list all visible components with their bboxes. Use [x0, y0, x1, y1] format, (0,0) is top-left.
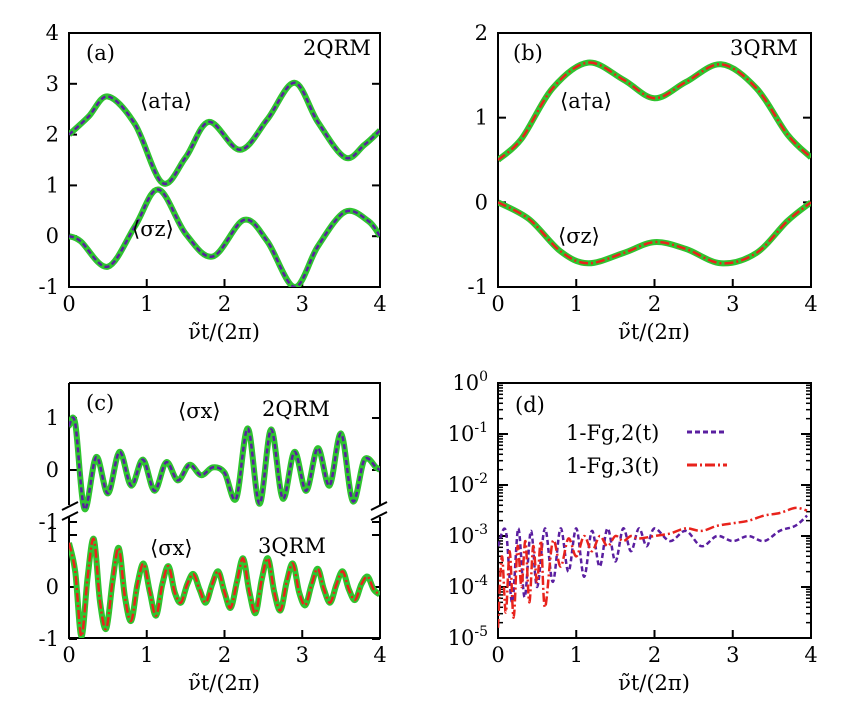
- panel-b-series-3: [498, 201, 811, 265]
- panel-b-ytick-label: -1: [468, 275, 488, 299]
- panel-b-xtick-label: 1: [570, 292, 583, 316]
- panel-c-upper-ytick-label: 1: [46, 406, 59, 430]
- panel-b-ytick-label: 0: [475, 190, 488, 214]
- panel-a-ytick-label: -1: [39, 275, 59, 299]
- panel-b-annotation-sz: ⟨σz⟩: [558, 224, 600, 248]
- panel-c-xtick-label: 2: [218, 643, 231, 667]
- panel-c-xtick-label: 0: [62, 643, 75, 667]
- panel-b-xtick-label: 3: [726, 292, 739, 316]
- axis-break-right-1: [370, 501, 388, 511]
- legend-entry-fg2: 1-Fg,2(t): [566, 421, 659, 445]
- panel-a-ytick-label: 3: [46, 72, 59, 96]
- panel-d-label: (d): [515, 393, 545, 417]
- panel-d-ytick-label: 10-5: [448, 624, 488, 650]
- panel-b-xlabel: ν̃t/(2π): [618, 320, 690, 344]
- panel-d-xlabel: ν̃t/(2π): [618, 671, 690, 695]
- panel-b-system-label: 3QRM: [730, 36, 798, 60]
- panel-c-lower-series-1: [69, 537, 380, 638]
- legend-entry-fg3: 1-Fg,3(t): [566, 454, 659, 478]
- panel-b-xtick-label: 4: [804, 292, 817, 316]
- panel-c-upper-system-label: 2QRM: [262, 397, 330, 421]
- panel-b-xtick-label: 0: [491, 292, 504, 316]
- panel-b-series-2: [498, 199, 811, 267]
- panel-d-xtick-label: 4: [804, 643, 817, 667]
- panel-d-ytick-label: 10-1: [448, 420, 488, 446]
- panel-c-lower-annotation: ⟨σx⟩: [150, 536, 193, 560]
- panel-d-ytick-label: 10-4: [448, 573, 488, 599]
- panel-d-ytick-label: 100: [452, 369, 488, 395]
- panel-c-label: (c): [86, 391, 114, 415]
- panel-a-annotation-sz: ⟨σz⟩: [132, 217, 174, 241]
- panel-a-series-1: [69, 81, 380, 186]
- panel-a-annotation-ada: ⟨a†a⟩: [140, 89, 192, 113]
- panel-a-xtick-label: 4: [373, 292, 386, 316]
- panel-a-ytick-label: 2: [46, 123, 59, 147]
- panel-a-series-0: [69, 79, 380, 187]
- panel-d-series-0: [498, 514, 808, 604]
- panel-c-upper-ytick-label: -1: [39, 510, 59, 534]
- panel-a-ytick-label: 1: [46, 173, 59, 197]
- panel-c-xtick-label: 1: [140, 643, 153, 667]
- axis-break-left-1: [61, 501, 79, 511]
- panel-c-xtick-label: 3: [296, 643, 309, 667]
- panel-c-lower-system-label: 3QRM: [258, 534, 326, 558]
- panel-d-xtick-label: 2: [648, 643, 661, 667]
- panel-b-series-0: [498, 59, 811, 163]
- panel-d-series-1: [498, 506, 808, 628]
- panel-b-annotation-ada: ⟨a†a⟩: [560, 89, 612, 113]
- panel-c-lower-ytick-label: 0: [46, 575, 59, 599]
- panel-c-xlabel: ν̃t/(2π): [188, 671, 260, 695]
- panel-a-ytick-label: 0: [46, 224, 59, 248]
- panel-a-xtick-label: 0: [62, 292, 75, 316]
- panel-a-xtick-label: 1: [140, 292, 153, 316]
- panel-a-xtick-label: 3: [296, 292, 309, 316]
- panel-b-series-1: [498, 61, 811, 161]
- axis-break-right-2: [370, 511, 388, 521]
- panel-c-upper-series-1: [69, 416, 380, 511]
- panel-d-xtick-label: 3: [726, 643, 739, 667]
- panel-c-upper-ytick-label: 0: [46, 458, 59, 482]
- panel-d-xtick-label: 0: [491, 643, 504, 667]
- panel-c-xtick-label: 4: [373, 643, 386, 667]
- axis-break-left-2: [61, 511, 79, 521]
- panel-d-ytick-label: 10-3: [448, 522, 488, 548]
- panel-a-series-2: [69, 186, 380, 287]
- panel-b-ytick-label: 1: [475, 106, 488, 130]
- panel-a-xtick-label: 2: [218, 292, 231, 316]
- panel-b-label: (b): [513, 41, 543, 65]
- panel-b-xtick-label: 2: [648, 292, 661, 316]
- panel-a-system-label: 2QRM: [303, 36, 371, 60]
- panel-a-ytick-label: 4: [46, 21, 59, 45]
- panel-a-series-3: [69, 188, 380, 287]
- panel-d-xtick-label: 1: [570, 643, 583, 667]
- panel-c-lower-ytick-label: 1: [46, 523, 59, 547]
- panel-c-upper-annotation: ⟨σx⟩: [178, 399, 221, 423]
- panel-d-ytick-label: 10-2: [448, 471, 488, 497]
- panel-c-lower-ytick-label: -1: [39, 627, 59, 651]
- panel-a-label: (a): [86, 41, 115, 65]
- panel-a-xlabel: ν̃t/(2π): [188, 320, 260, 344]
- panel-b-ytick-label: 2: [475, 21, 488, 45]
